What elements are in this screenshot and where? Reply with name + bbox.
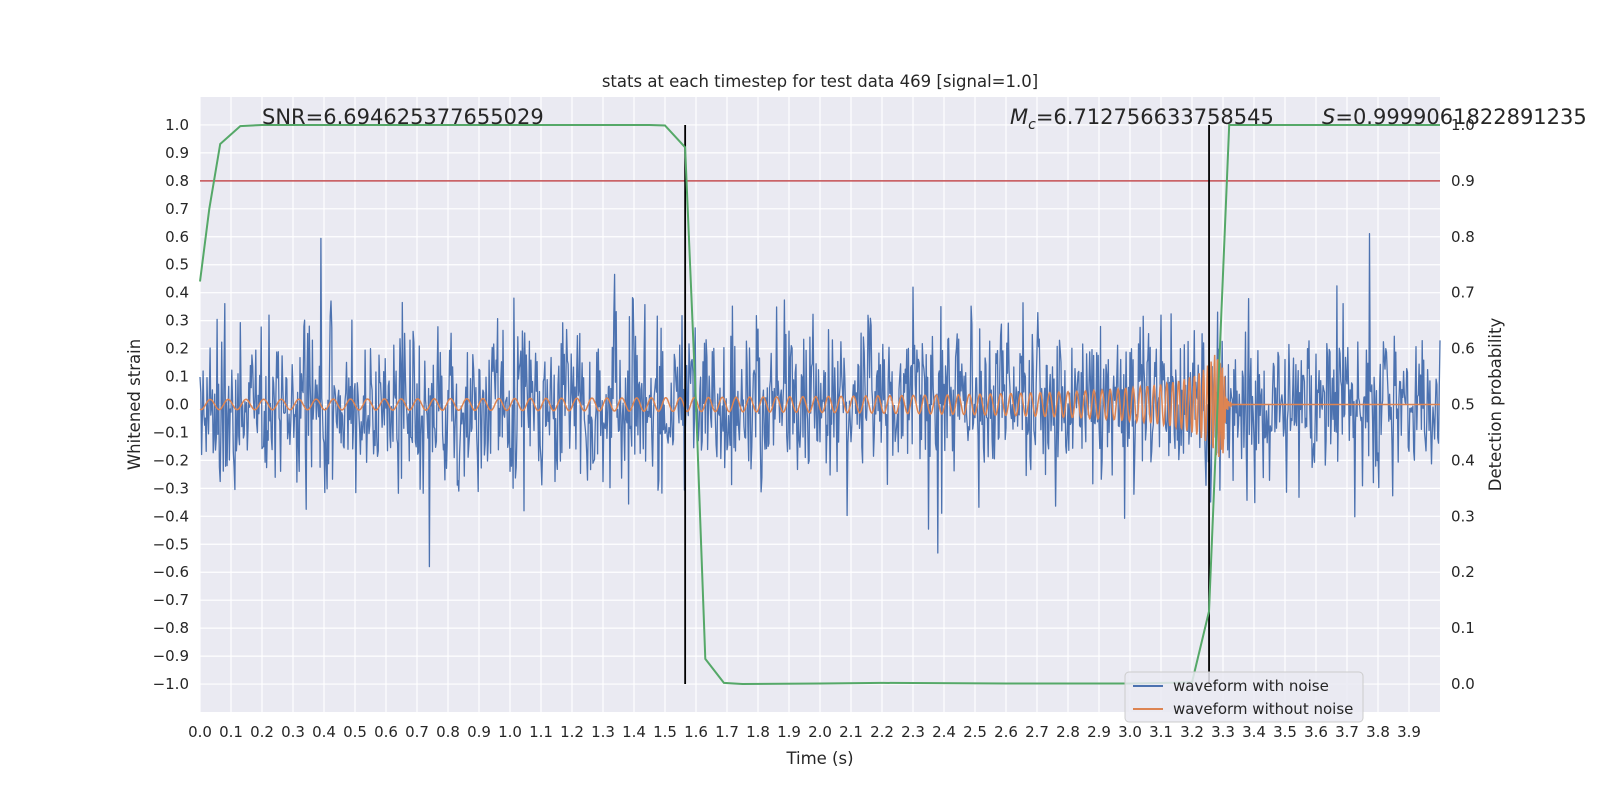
- y-tick-label: −0.6: [153, 563, 189, 581]
- y-axis-ticks: 1.0 0.9 0.8 0.7 0.6 0.5 0.4 0.3 0.2 0.1 0.0 −0.1 −0.…: [153, 116, 189, 693]
- x-tick-label: 2.7: [1025, 723, 1049, 741]
- x-tick-label: 0.4: [312, 723, 336, 741]
- right-tick-label: 0.8: [1451, 228, 1475, 246]
- right-tick-label: 0.4: [1451, 451, 1475, 469]
- right-tick-label: 0.2: [1451, 563, 1475, 581]
- x-tick-label: 2.5: [963, 723, 987, 741]
- x-tick-label: 0.7: [405, 723, 429, 741]
- x-tick-label: 2.8: [1056, 723, 1080, 741]
- s-symbol: S: [1322, 105, 1335, 129]
- x-tick-label: 1.5: [653, 723, 677, 741]
- x-tick-label: 1.7: [715, 723, 739, 741]
- x-tick-label: 0.1: [219, 723, 243, 741]
- x-tick-label: 1.6: [684, 723, 708, 741]
- right-tick-label: 1.0: [1451, 116, 1475, 134]
- s-value: =0.9999061822891235: [1335, 105, 1586, 129]
- right-tick-label: 0.0: [1451, 675, 1475, 693]
- chirp-mass-subscript: c: [1028, 117, 1036, 133]
- y-tick-label: −0.5: [153, 535, 189, 553]
- x-tick-label: 0.0: [188, 723, 212, 741]
- y-tick-label: −0.8: [153, 619, 189, 637]
- y-tick-label: 0.7: [165, 200, 189, 218]
- right-tick-label: 0.6: [1451, 340, 1475, 358]
- y-tick-label: 0.6: [165, 228, 189, 246]
- x-tick-label: 2.3: [901, 723, 925, 741]
- x-axis-ticks: 0.0 0.1 0.2 0.3 0.4 0.5 0.6 0.7 0.8 0.9 1.0 1.1 1.2 1…: [188, 723, 1421, 741]
- legend-box: [1124, 671, 1364, 723]
- x-tick-label: 3.5: [1273, 723, 1297, 741]
- x-tick-label: 2.2: [870, 723, 894, 741]
- clean-waveform-line: [199, 354, 1440, 458]
- chirp-mass-annotation: Mc=6.712756633758545: [1010, 105, 1274, 133]
- x-tick-label: 0.2: [250, 723, 274, 741]
- y-tick-label: −0.4: [153, 507, 189, 525]
- x-tick-label: 0.9: [467, 723, 491, 741]
- x-tick-label: 1.0: [498, 723, 522, 741]
- x-tick-label: 1.3: [591, 723, 615, 741]
- right-tick-label: 0.1: [1451, 619, 1475, 637]
- x-tick-label: 1.1: [529, 723, 553, 741]
- x-tick-label: 0.8: [436, 723, 460, 741]
- y-tick-label: −0.1: [153, 423, 189, 441]
- chirp-mass-value: =6.712756633758545: [1036, 105, 1274, 129]
- y-tick-label: 0.3: [165, 312, 189, 330]
- right-axis-ticks: 1.0 0.9 0.8 0.7 0.6 0.5 0.4 0.3 0.2 0.1 0.0: [1451, 116, 1475, 693]
- x-tick-label: 3.8: [1366, 723, 1390, 741]
- y-tick-label: −0.9: [153, 647, 189, 665]
- x-tick-label: 2.1: [839, 723, 863, 741]
- chirp-mass-symbol: M: [1010, 105, 1028, 129]
- detection-probability-series: [199, 124, 1440, 686]
- y-axis-label: Whitened strain: [125, 339, 144, 470]
- x-axis-label: Time (s): [785, 749, 853, 768]
- y-tick-label: 0.4: [165, 284, 189, 302]
- x-tick-label: 3.4: [1242, 723, 1266, 741]
- x-tick-label: 3.9: [1397, 723, 1421, 741]
- right-tick-label: 0.9: [1451, 172, 1475, 190]
- x-tick-label: 1.2: [560, 723, 584, 741]
- x-tick-label: 0.3: [281, 723, 305, 741]
- y-tick-label: 0.8: [165, 172, 189, 190]
- x-tick-label: 3.3: [1211, 723, 1235, 741]
- y-tick-label: 0.2: [165, 340, 189, 358]
- right-tick-label: 0.7: [1451, 284, 1475, 302]
- y-tick-label: 0.1: [165, 368, 189, 386]
- y-tick-label: 0.9: [165, 144, 189, 162]
- x-tick-label: 0.6: [374, 723, 398, 741]
- y-tick-label: −0.3: [153, 479, 189, 497]
- x-tick-label: 1.8: [746, 723, 770, 741]
- waveform-with-noise-series: [199, 232, 1441, 568]
- chart-title: stats at each timestep for test data 469…: [602, 72, 1038, 91]
- x-tick-label: 2.4: [932, 723, 956, 741]
- y-tick-label: 0.5: [165, 256, 189, 274]
- x-tick-label: 3.1: [1149, 723, 1173, 741]
- y-tick-label: −0.7: [153, 591, 189, 609]
- x-tick-label: 3.0: [1118, 723, 1142, 741]
- waveform-without-noise-series: [199, 354, 1440, 458]
- right-axis-label: Detection probability: [1486, 318, 1505, 492]
- x-tick-label: 2.0: [808, 723, 832, 741]
- noise-waveform-line: [199, 232, 1441, 568]
- x-tick-label: 2.9: [1087, 723, 1111, 741]
- legend-label-noise: waveform with noise: [1173, 677, 1329, 695]
- snr-annotation: SNR=6.694625377655029: [262, 105, 544, 129]
- legend: waveform with noise waveform without noi…: [1124, 671, 1364, 723]
- x-tick-label: 3.6: [1304, 723, 1328, 741]
- y-tick-label: −1.0: [153, 675, 189, 693]
- right-tick-label: 0.3: [1451, 507, 1475, 525]
- legend-label-signal: waveform without noise: [1173, 700, 1353, 718]
- x-tick-label: 1.4: [622, 723, 646, 741]
- y-tick-label: −0.2: [153, 451, 189, 469]
- s-annotation: S=0.9999061822891235: [1322, 105, 1587, 129]
- right-tick-label: 0.5: [1451, 396, 1475, 414]
- x-tick-label: 0.5: [343, 723, 367, 741]
- x-tick-label: 2.6: [994, 723, 1018, 741]
- x-tick-label: 3.2: [1180, 723, 1204, 741]
- y-tick-label: 1.0: [165, 116, 189, 134]
- detection-probability-line: [199, 124, 1440, 686]
- y-tick-label: 0.0: [165, 396, 189, 414]
- x-tick-label: 1.9: [777, 723, 801, 741]
- x-tick-label: 3.7: [1335, 723, 1359, 741]
